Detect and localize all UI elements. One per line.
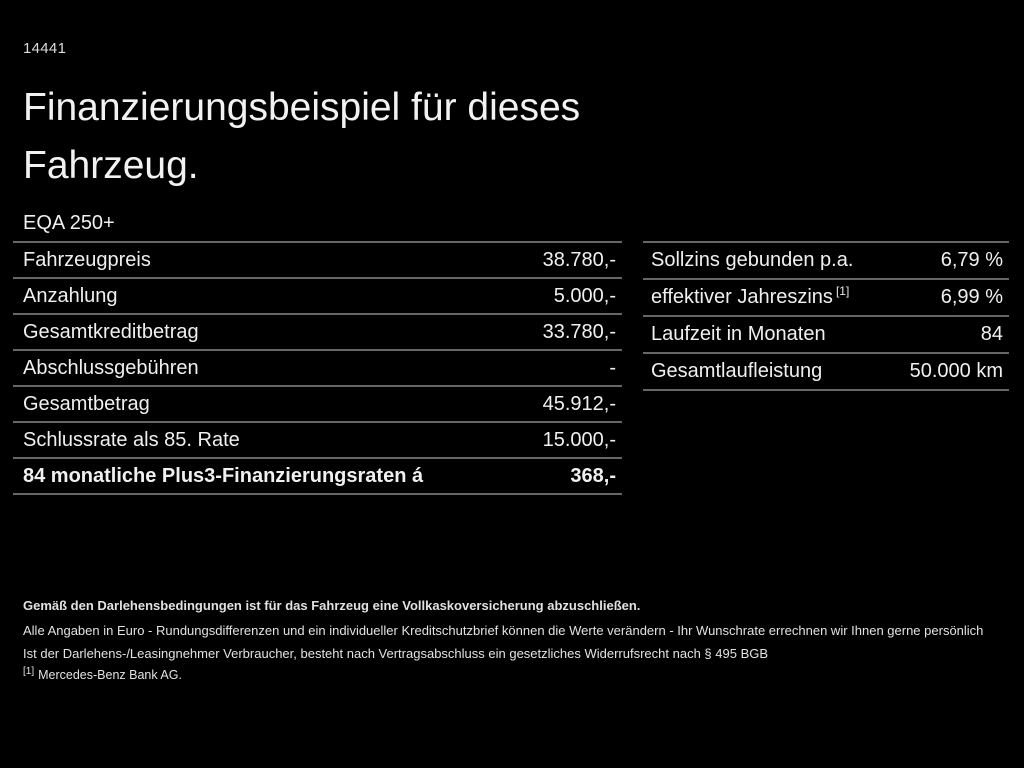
- conditions-table: Sollzins gebunden p.a. 6,79 % effektiver…: [643, 241, 1009, 391]
- row-value: 33.780,-: [542, 320, 616, 343]
- vehicle-model: EQA 250+: [23, 211, 115, 234]
- footnote-marker: [1]: [23, 666, 35, 677]
- row-label: Laufzeit in Monaten: [651, 323, 826, 345]
- table-row: Schlussrate als 85. Rate 15.000,-: [13, 423, 622, 459]
- row-value: 45.912,-: [542, 392, 616, 415]
- table-row: Anzahlung 5.000,-: [13, 279, 622, 315]
- row-label: Abschlussgebühren: [23, 356, 199, 379]
- table-row: Abschlussgebühren -: [13, 351, 622, 387]
- row-value: 50.000 km: [909, 360, 1003, 382]
- table-row: effektiver Jahreszins [1] 6,99 %: [643, 280, 1009, 317]
- row-label: Gesamtbetrag: [23, 392, 150, 415]
- table-row: Gesamtbetrag 45.912,-: [13, 387, 622, 423]
- row-value: 368,-: [570, 464, 616, 487]
- row-label: Schlussrate als 85. Rate: [23, 428, 240, 451]
- table-row: Sollzins gebunden p.a. 6,79 %: [643, 243, 1009, 280]
- financing-table: EQA 250+ Fahrzeugpreis 38.780,- Anzahlun…: [13, 205, 622, 495]
- row-label: Sollzins gebunden p.a.: [651, 249, 854, 271]
- legal-line: Ist der Darlehens-/Leasingnehmer Verbrau…: [23, 646, 769, 661]
- footnote-text: Mercedes-Benz Bank AG.: [38, 668, 182, 683]
- footnote: [1] Mercedes-Benz Bank AG.: [23, 666, 1003, 682]
- disclaimer-line: Alle Angaben in Euro - Rundungsdifferenz…: [23, 623, 984, 638]
- table-row: Laufzeit in Monaten 84: [643, 317, 1009, 354]
- doc-number: 14441: [23, 40, 67, 57]
- row-label: Gesamtlaufleistung: [651, 360, 823, 382]
- table-row-monthly-rate: 84 monatliche Plus3-Finanzierungsraten á…: [13, 459, 622, 495]
- row-value: -: [609, 356, 616, 379]
- row-value: 6,79 %: [940, 249, 1003, 271]
- row-label: Gesamtkreditbetrag: [23, 320, 199, 343]
- footnote-reference: [1]: [835, 284, 850, 299]
- table-row: Gesamtkreditbetrag 33.780,-: [13, 315, 622, 351]
- row-label: Fahrzeugpreis: [23, 248, 151, 271]
- row-value: 84: [980, 323, 1003, 345]
- row-label-text: effektiver Jahreszins: [651, 286, 833, 308]
- row-label: Anzahlung: [23, 284, 118, 307]
- table-row: Gesamtlaufleistung 50.000 km: [643, 354, 1009, 391]
- table-row: Fahrzeugpreis 38.780,-: [13, 243, 622, 279]
- insurance-note: Gemäß den Darlehensbedingungen ist für d…: [23, 598, 641, 613]
- row-value: 5.000,-: [553, 284, 616, 307]
- row-label: 84 monatliche Plus3-Finanzierungsraten á: [23, 464, 424, 487]
- row-label: effektiver Jahreszins [1]: [651, 284, 850, 309]
- table-header-row: EQA 250+: [13, 205, 622, 243]
- row-value: 15.000,-: [542, 428, 616, 451]
- row-value: 38.780,-: [542, 248, 616, 271]
- row-value: 6,99 %: [940, 286, 1003, 308]
- page-title: Finanzierungsbeispiel für dieses Fahrzeu…: [23, 86, 581, 187]
